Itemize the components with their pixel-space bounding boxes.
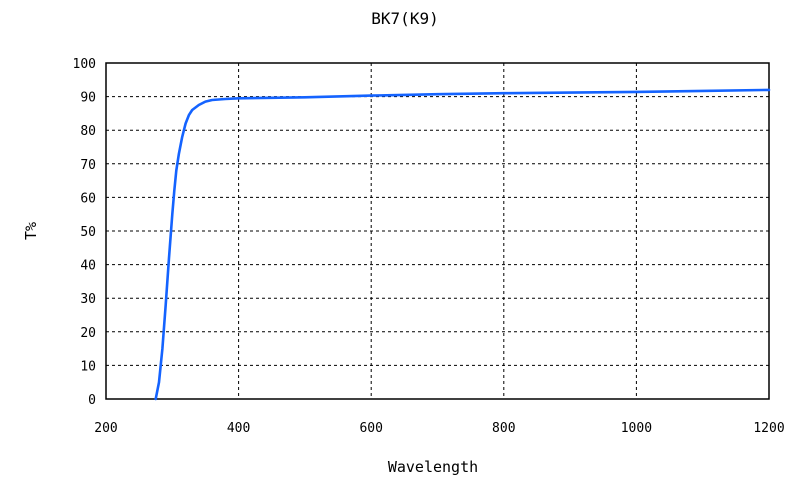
y-tick-label: 40 bbox=[80, 259, 96, 274]
y-tick-label: 60 bbox=[80, 191, 96, 206]
y-tick-labels: 0 10 20 30 40 50 60 70 80 90 100 bbox=[73, 57, 96, 408]
x-axis-label: Wavelength bbox=[388, 458, 478, 476]
y-tick-label: 0 bbox=[88, 393, 96, 408]
y-tick-label: 70 bbox=[80, 158, 96, 173]
plot-frame bbox=[105, 62, 770, 400]
y-axis-label: T% bbox=[22, 222, 40, 240]
series-line-transmittance bbox=[154, 88, 771, 401]
y-tick-label: 90 bbox=[80, 91, 96, 106]
y-tick-label: 50 bbox=[80, 225, 96, 240]
y-tick-label: 80 bbox=[80, 124, 96, 139]
y-tick-label: 100 bbox=[73, 57, 96, 72]
x-tick-labels: 200 400 600 800 1000 1200 bbox=[94, 421, 784, 436]
y-tick-label: 10 bbox=[80, 359, 96, 374]
chart-title: BK7(K9) bbox=[371, 9, 438, 28]
x-tick-label: 600 bbox=[359, 421, 382, 436]
y-tick-label: 30 bbox=[80, 292, 96, 307]
x-tick-label: 400 bbox=[227, 421, 250, 436]
x-tick-label: 200 bbox=[94, 421, 117, 436]
x-tick-label: 1000 bbox=[621, 421, 652, 436]
y-tick-label: 20 bbox=[80, 326, 96, 341]
x-tick-label: 1200 bbox=[753, 421, 784, 436]
grid bbox=[106, 63, 769, 399]
series-group bbox=[154, 88, 771, 401]
x-tick-label: 800 bbox=[492, 421, 515, 436]
